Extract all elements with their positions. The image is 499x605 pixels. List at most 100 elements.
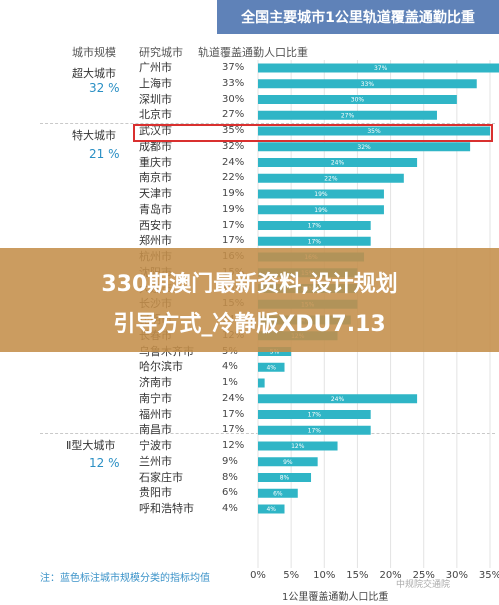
value-label: 30% bbox=[222, 93, 245, 105]
x-tick-label: 10% bbox=[313, 570, 335, 581]
value-label: 4% bbox=[222, 503, 238, 514]
value-label: 35% bbox=[222, 125, 245, 136]
bar-data-label: 37% bbox=[374, 65, 388, 72]
bar bbox=[258, 79, 477, 89]
column-header-city: 研究城市 bbox=[139, 46, 183, 59]
highlight-box-wuhan bbox=[133, 124, 493, 142]
category-label: 贵阳市 bbox=[139, 486, 172, 500]
value-label: 12% bbox=[222, 440, 245, 451]
x-tick-label: 25% bbox=[413, 570, 435, 581]
bar bbox=[258, 425, 371, 435]
category-label: 兰州市 bbox=[139, 454, 172, 468]
bar bbox=[258, 362, 285, 372]
bar-data-label: 4% bbox=[266, 364, 276, 371]
x-tick-label: 5% bbox=[283, 570, 299, 581]
watermark: 中规院交通院 bbox=[396, 580, 451, 590]
category-label: 上海市 bbox=[139, 76, 172, 90]
category-label: 南宁市 bbox=[139, 391, 172, 405]
bar-data-label: 19% bbox=[314, 191, 328, 198]
bar-data-label: 35% bbox=[367, 128, 381, 135]
bar-data-label: 8% bbox=[280, 475, 290, 482]
category-label: 郑州市 bbox=[139, 234, 172, 248]
bar-data-label: 24% bbox=[331, 396, 345, 403]
bar bbox=[258, 110, 437, 120]
value-label: 17% bbox=[222, 235, 245, 247]
overlay-banner: 330期澳门最新资料,设计规划 引导方式_冷静版XDU7.13 bbox=[0, 248, 499, 352]
category-label: 福州市 bbox=[139, 407, 172, 421]
x-tick-label: 30% bbox=[446, 570, 468, 581]
group-name-type2-large-city: Ⅱ型大城市 bbox=[66, 439, 116, 452]
value-label: 9% bbox=[222, 455, 238, 467]
category-label: 石家庄市 bbox=[139, 470, 183, 484]
bar bbox=[258, 441, 338, 451]
overlay-line-1: 330期澳门最新资料,设计规划 bbox=[101, 272, 398, 297]
bar-data-label: 5% bbox=[270, 349, 280, 356]
bar bbox=[258, 378, 265, 388]
category-label: 哈尔滨市 bbox=[139, 360, 183, 374]
value-label: 19% bbox=[222, 203, 245, 215]
category-label: 西安市 bbox=[139, 218, 172, 232]
value-label: 1% bbox=[222, 377, 238, 388]
category-label: 广州市 bbox=[139, 61, 172, 74]
bar-data-label: 9% bbox=[283, 459, 293, 466]
category-label: 南京市 bbox=[139, 171, 172, 185]
bar-data-label: 33% bbox=[361, 81, 375, 88]
bar-data-label: 24% bbox=[331, 160, 345, 167]
x-tick-label: 35% bbox=[479, 570, 499, 581]
bar-data-label: 19% bbox=[314, 207, 328, 214]
value-label: 17% bbox=[222, 408, 245, 420]
value-label: 6% bbox=[222, 487, 238, 499]
category-label: 深圳市 bbox=[139, 92, 172, 106]
x-axis-label: 1公里覆盖通勤人口比重 bbox=[282, 592, 389, 603]
category-label: 济南市 bbox=[139, 376, 172, 389]
bar-data-label: 12% bbox=[291, 443, 305, 450]
value-label: 27% bbox=[222, 109, 245, 121]
bar bbox=[258, 221, 371, 230]
column-header-value: 轨道覆盖通勤人口比重 bbox=[198, 46, 308, 59]
column-header-scale: 城市规模 bbox=[72, 46, 116, 59]
bar-data-label: 22% bbox=[324, 175, 338, 182]
bar-data-label: 4% bbox=[266, 506, 276, 513]
value-label: 4% bbox=[222, 361, 238, 373]
bar bbox=[258, 95, 457, 104]
footnote: 注：蓝色标注城市规模分类的指标均值 bbox=[40, 573, 210, 584]
bar bbox=[258, 126, 490, 136]
category-label: 南昌市 bbox=[139, 423, 172, 437]
bar bbox=[258, 394, 418, 404]
group-separator bbox=[40, 123, 495, 124]
group-name-super-large-city: 特大城市 bbox=[72, 129, 116, 142]
value-label: 22% bbox=[222, 172, 245, 184]
x-tick-label: 15% bbox=[346, 570, 368, 581]
category-label: 宁波市 bbox=[139, 439, 172, 452]
category-label: 呼和浩特市 bbox=[139, 502, 194, 515]
bar bbox=[258, 473, 312, 482]
bar bbox=[258, 488, 298, 498]
x-tick-label: 20% bbox=[379, 570, 401, 581]
value-label: 8% bbox=[222, 471, 238, 483]
value-label: 33% bbox=[222, 77, 245, 89]
bar bbox=[258, 173, 404, 183]
bar bbox=[258, 142, 471, 152]
bar bbox=[258, 504, 285, 514]
bar bbox=[258, 457, 318, 467]
x-tick-label: 0% bbox=[250, 570, 266, 581]
bar bbox=[258, 236, 371, 246]
group-name-megacity: 超大城市 bbox=[72, 67, 116, 80]
category-label: 北京市 bbox=[139, 108, 172, 122]
value-label: 17% bbox=[222, 219, 245, 231]
value-label: 19% bbox=[222, 188, 245, 199]
category-label: 武汉市 bbox=[139, 124, 172, 137]
chart-title: 全国主要城市1公里轨道覆盖通勤比重 bbox=[217, 0, 499, 34]
value-label: 24% bbox=[222, 392, 245, 404]
overlay-line-2: 引导方式_冷静版XDU7.13 bbox=[113, 312, 386, 337]
bar-data-label: 17% bbox=[308, 223, 322, 230]
value-label: 24% bbox=[222, 156, 245, 168]
bar-data-label: 17% bbox=[308, 238, 322, 245]
group-average-type2-large-city: 12 % bbox=[89, 456, 120, 470]
value-label: 37% bbox=[222, 62, 245, 73]
category-label: 重庆市 bbox=[139, 155, 172, 169]
bar-data-label: 30% bbox=[351, 97, 365, 104]
bar-data-label: 17% bbox=[308, 412, 322, 419]
group-average-megacity: 32 % bbox=[89, 81, 120, 95]
